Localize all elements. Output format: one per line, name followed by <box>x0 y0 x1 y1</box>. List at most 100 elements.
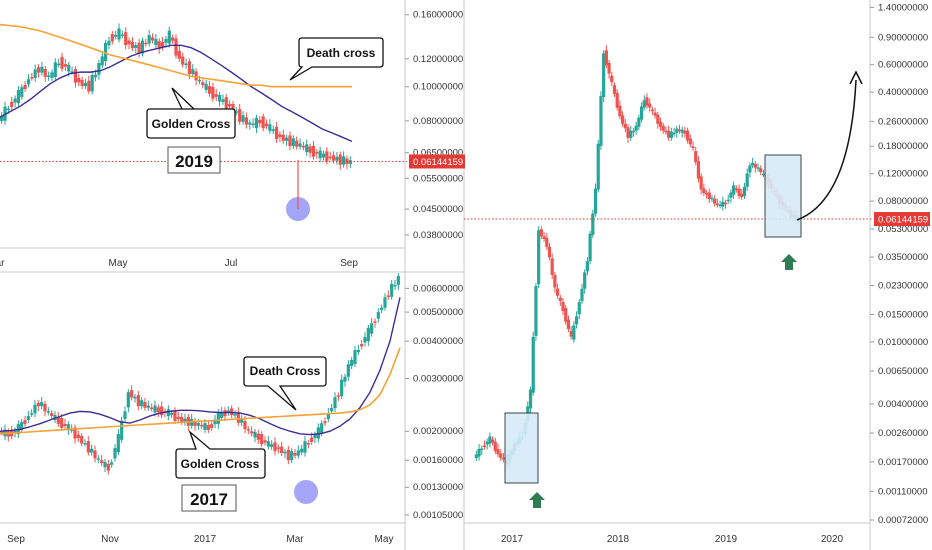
candle-body <box>238 109 242 122</box>
candle-body <box>308 146 312 153</box>
candle-body <box>180 416 184 422</box>
candle-body <box>271 129 275 132</box>
candle-body <box>206 425 210 430</box>
candle-body <box>553 274 557 288</box>
candle-body <box>124 32 128 46</box>
candle-body <box>137 42 141 54</box>
y-tick-label: 0.06500000 <box>413 148 463 159</box>
candle-body <box>36 67 41 73</box>
candle-body <box>742 186 747 197</box>
candle-body <box>167 30 171 44</box>
candle-body <box>270 444 274 447</box>
candle-body <box>360 343 364 347</box>
y-tick-label: 0.00200000 <box>413 426 463 437</box>
y-tick-label: 0.00300000 <box>413 374 463 385</box>
candle-body <box>550 258 554 275</box>
candle-body <box>737 188 741 196</box>
candle-body <box>160 42 165 48</box>
candle-body <box>183 418 187 422</box>
candle-body <box>477 449 481 457</box>
candle-body <box>20 422 24 430</box>
candle-body <box>43 403 47 412</box>
candle-body <box>745 173 749 187</box>
death-cross-label-2017: Death Cross <box>250 364 321 378</box>
candle-body <box>672 132 676 135</box>
candle-body <box>680 129 684 133</box>
candle-body <box>181 56 185 65</box>
svg-text:2019: 2019 <box>175 152 213 171</box>
ma-short-line <box>0 297 401 436</box>
candle-body <box>333 397 337 409</box>
candle-body <box>83 443 87 445</box>
candle-body <box>285 137 289 141</box>
current-price-tag <box>409 154 465 169</box>
candle-body <box>721 201 725 207</box>
candle-body <box>286 449 290 461</box>
candle-body <box>290 451 294 461</box>
candle-body <box>47 75 51 78</box>
candle-body <box>194 71 198 81</box>
candle-body <box>140 400 144 407</box>
candle-body <box>213 419 217 424</box>
x-tick-label: ar <box>0 258 5 269</box>
candle-body <box>740 193 744 198</box>
candle-body <box>303 441 307 453</box>
candle-body <box>246 429 250 431</box>
candle-body <box>572 325 576 340</box>
candle-body <box>216 412 220 424</box>
x-tick-label: 2017 <box>501 534 524 545</box>
candle-body <box>642 100 646 108</box>
candle-body <box>691 146 695 149</box>
candle-body <box>217 94 222 102</box>
candle-body <box>244 117 248 125</box>
candle-body <box>677 129 682 132</box>
candle-body <box>583 272 587 289</box>
y-tick-label: 1.40000000 <box>878 2 928 13</box>
candle-body <box>26 79 31 85</box>
candle-body <box>264 123 269 127</box>
candle-body <box>110 33 114 42</box>
candle-body <box>184 63 188 66</box>
candle-body <box>315 151 319 154</box>
candle-body <box>87 80 91 92</box>
candle-body <box>273 442 277 452</box>
candle-body <box>564 308 568 322</box>
candle-body <box>134 45 138 49</box>
candle-body <box>393 284 397 287</box>
candle-body <box>699 176 703 190</box>
candle-body <box>261 116 265 129</box>
candle-body <box>718 204 722 207</box>
candle-body <box>558 297 562 301</box>
candle-body <box>214 94 218 97</box>
candle-body <box>306 443 310 445</box>
candle-body <box>23 84 27 90</box>
up-arrow-2019 <box>781 254 797 270</box>
candle-body <box>528 389 533 409</box>
candle-body <box>133 396 137 399</box>
candle-body <box>187 61 192 75</box>
x-tick-label: Sep <box>340 258 358 269</box>
y-tick-label: 0.26000000 <box>878 116 928 127</box>
candle-body <box>723 202 728 205</box>
candle-body <box>203 423 207 430</box>
candle-body <box>686 130 690 141</box>
candle-body <box>170 413 174 416</box>
candle-body <box>331 155 336 161</box>
candle-body <box>93 450 97 459</box>
candle-body <box>46 411 50 413</box>
candle-body <box>191 69 195 75</box>
candle-body <box>610 75 614 83</box>
candle-body <box>556 288 560 296</box>
current-price-label: 0.06144159 <box>413 157 463 168</box>
candle-body <box>683 130 687 134</box>
candle-body <box>77 77 81 83</box>
candle-body <box>0 116 4 121</box>
candle-body <box>176 416 180 419</box>
candle-body <box>305 144 309 153</box>
candle-body <box>320 423 324 434</box>
candle-body <box>491 439 495 443</box>
candle-body <box>390 284 394 297</box>
candle-body <box>363 337 367 343</box>
y-tick-label: 0.03500000 <box>878 252 928 263</box>
candle-body <box>602 53 606 98</box>
